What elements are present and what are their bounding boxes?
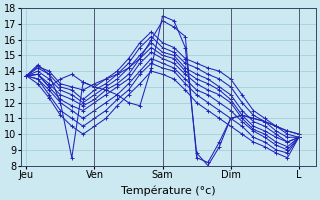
X-axis label: Température (°c): Température (°c) [121,185,216,196]
